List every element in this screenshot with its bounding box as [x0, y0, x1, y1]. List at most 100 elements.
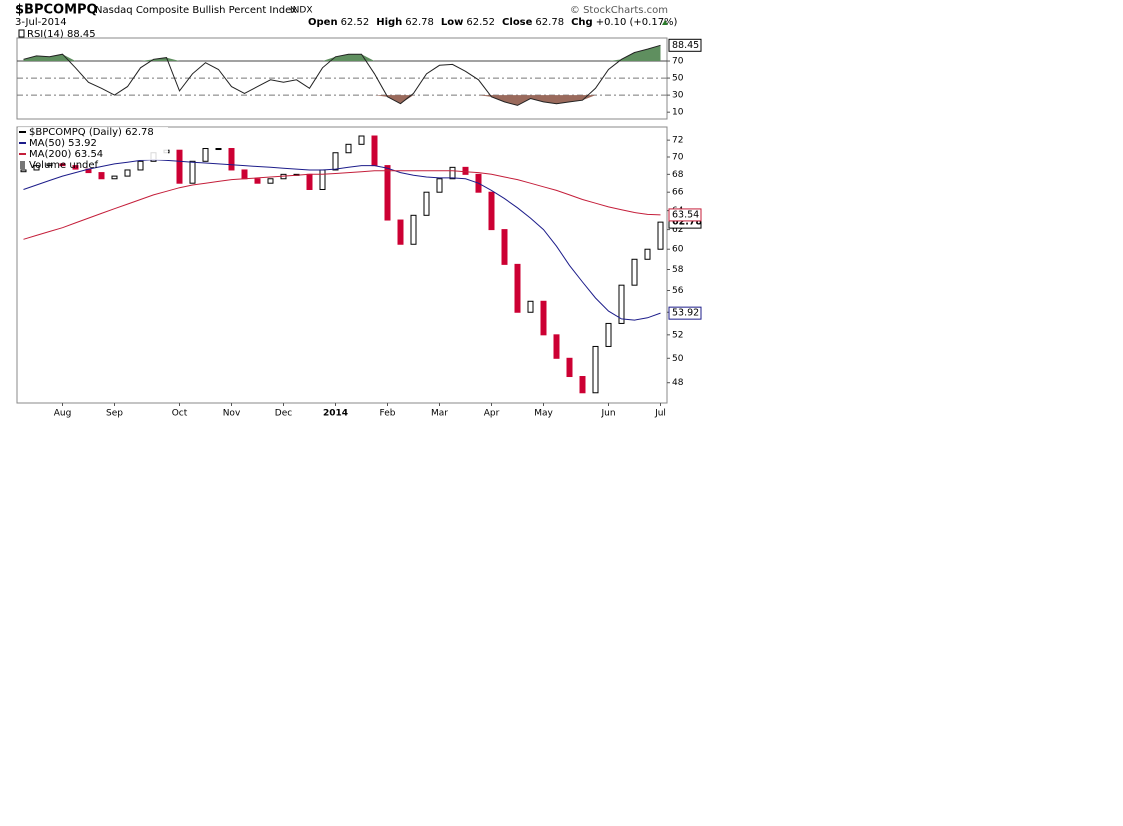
candle [644, 248, 651, 260]
quote-value: +0.10 (+0.17%) [596, 17, 678, 28]
candle [215, 148, 222, 151]
quote-value: 62.78 [405, 17, 434, 28]
last-value-label: 63.54 [672, 209, 699, 220]
candle [137, 160, 144, 171]
candle [189, 160, 196, 184]
candle [176, 149, 183, 184]
candle [59, 163, 66, 167]
last-value-label: 62.78 [672, 217, 702, 228]
quote: Open 62.52 High 62.78 Low 62.52 Close 62.78 Chg +… [308, 17, 678, 28]
y-tick-label: 52 [672, 330, 683, 340]
candle [267, 178, 274, 184]
candle [33, 165, 40, 171]
candle [241, 169, 248, 180]
candle [397, 219, 404, 245]
y-tick-label: 70 [672, 153, 684, 163]
quote-label: Open [308, 17, 338, 28]
candle [72, 165, 79, 170]
candle [345, 143, 352, 154]
candle [618, 284, 625, 324]
oversold-fill [23, 95, 661, 106]
x-tick-label: Jun [600, 409, 615, 419]
legend-bg [18, 149, 168, 160]
rsi-legend: RSI(14) 88.45 [27, 29, 96, 40]
rsi-line [23, 44, 661, 106]
legend-icon [18, 29, 25, 38]
candle [20, 169, 27, 173]
y-tick-label: 50 [672, 354, 684, 364]
candle [254, 178, 261, 184]
candle [228, 148, 235, 171]
x-tick-label: Aug [54, 409, 72, 419]
x-tick-label: 2014 [323, 409, 348, 419]
exchange: INDX [290, 6, 312, 16]
candle [371, 135, 378, 167]
candle [527, 300, 534, 313]
x-tick-label: Dec [275, 409, 292, 419]
y-tick-label: 62 [672, 225, 683, 235]
y-tick-label: 72 [672, 136, 683, 146]
candle [553, 334, 560, 359]
quote-label: Low [441, 17, 463, 28]
overbought-fill [23, 45, 661, 62]
last-value-box [668, 306, 702, 320]
date: 3-Jul-2014 [15, 17, 67, 28]
candle [319, 169, 326, 190]
candle [202, 148, 209, 162]
x-tick-label: Oct [172, 409, 188, 419]
y-tick-label: 66 [672, 188, 684, 198]
last-value-box [668, 38, 702, 52]
legend-icon [20, 161, 25, 169]
y-tick-label: 58 [672, 265, 684, 275]
candle [488, 191, 495, 231]
last-value-box [668, 208, 702, 222]
symbol: $BPCOMPQ [15, 3, 98, 18]
candle [449, 166, 456, 180]
y-tick-label: 60 [672, 245, 684, 255]
quote-label: Chg [571, 17, 593, 28]
x-tick-label: Feb [380, 409, 396, 419]
panel-frame [16, 126, 668, 404]
candle [436, 178, 443, 193]
candle [540, 300, 547, 336]
credit: © StockCharts.com [570, 5, 668, 16]
candle [631, 258, 638, 286]
candle [306, 173, 313, 190]
x-tick-label: Mar [431, 409, 448, 419]
candle [514, 263, 521, 313]
x-tick-label: Apr [484, 409, 500, 419]
candle [579, 376, 586, 394]
candle [566, 357, 573, 378]
quote-value: 62.78 [535, 17, 564, 28]
legend-label: MA(200) 63.54 [29, 149, 103, 160]
moving-average [23, 159, 661, 321]
candle [423, 191, 430, 216]
candle [46, 163, 53, 167]
y-tick-label: 68 [672, 170, 684, 180]
change-arrow [662, 20, 668, 25]
x-tick-label: May [534, 409, 553, 419]
y-tick-label: 30 [672, 91, 684, 101]
y-tick-label: 48 [672, 378, 684, 388]
last-value-label: 88.45 [672, 40, 699, 51]
candle [358, 135, 365, 145]
candle [384, 165, 391, 221]
y-tick-label: 10 [672, 108, 684, 118]
candle [501, 229, 508, 265]
legend-label: MA(50) 53.92 [29, 138, 97, 149]
candle [410, 214, 417, 245]
x-tick-label: Sep [106, 409, 123, 419]
quote-value: 62.52 [341, 17, 370, 28]
candle [462, 166, 469, 175]
last-value-label: 53.92 [672, 308, 699, 319]
legend-label: Volume undef [29, 160, 99, 171]
quote-value: 62.52 [466, 17, 495, 28]
y-tick-label: 56 [672, 286, 684, 296]
y-tick-label: 50 [672, 74, 684, 84]
quote-label: Close [502, 17, 533, 28]
x-tick-label: Jul [654, 409, 666, 419]
x-tick-label: Nov [223, 409, 241, 419]
candle [98, 172, 105, 180]
quote-label: High [376, 17, 402, 28]
